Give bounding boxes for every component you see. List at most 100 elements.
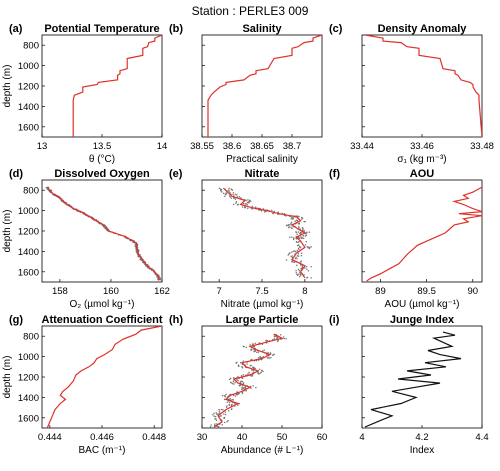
- scatter-point: [250, 375, 252, 377]
- profile-line: [46, 186, 160, 281]
- scatter-point: [246, 201, 249, 204]
- scatter-point: [229, 397, 231, 400]
- scatter-point: [285, 259, 288, 261]
- scatter-point: [273, 353, 275, 355]
- scatter-point: [300, 267, 302, 270]
- y-tick-label: 1400: [18, 247, 39, 258]
- scatter-point: [299, 246, 302, 249]
- scatter-point: [271, 209, 273, 212]
- scatter-point: [157, 278, 159, 280]
- scatter-point: [253, 366, 255, 369]
- scatter-point: [243, 206, 246, 209]
- scatter-point: [228, 378, 231, 380]
- scatter-point: [310, 265, 312, 268]
- y-tick-label: 1000: [18, 206, 39, 217]
- x-tick-label: 38.55: [190, 141, 214, 152]
- scatter-point: [248, 199, 251, 201]
- scatter-point: [231, 398, 234, 401]
- scatter-point: [260, 210, 263, 212]
- scatter-point: [297, 253, 300, 255]
- y-tick-label: 1000: [18, 61, 39, 72]
- axes-frame: [41, 179, 163, 283]
- scatter-point: [234, 395, 237, 397]
- scatter-point: [234, 193, 237, 196]
- scatter-point: [297, 255, 300, 257]
- scatter-point: [230, 197, 233, 199]
- scatter-point: [229, 381, 232, 384]
- x-axis-label: Abundance (# L⁻¹): [221, 445, 304, 456]
- scatter-point: [294, 250, 296, 252]
- x-tick-label: 0.448: [142, 432, 166, 443]
- x-tick-label: 33.48: [470, 141, 494, 152]
- scatter-point: [296, 249, 299, 252]
- scatter-point: [250, 364, 252, 367]
- x-tick-label: 40: [237, 432, 248, 443]
- y-tick-label: 800: [23, 332, 39, 343]
- scatter-point: [223, 421, 226, 424]
- scatter-point: [235, 202, 237, 204]
- scatter-point: [226, 401, 229, 403]
- x-axis-label: Index: [410, 445, 434, 456]
- scatter-point: [217, 425, 220, 428]
- scatter-point: [218, 408, 220, 411]
- scatter-point: [223, 417, 225, 419]
- scatter-point: [136, 243, 139, 246]
- scatter-point: [290, 221, 293, 223]
- x-axis-label: Practical salinity: [226, 154, 298, 165]
- scatter-point: [247, 207, 249, 210]
- scatter-point: [224, 413, 227, 416]
- scatter-point: [297, 222, 300, 225]
- scatter-point: [298, 226, 300, 228]
- scatter-point: [239, 385, 241, 387]
- scatter-point: [304, 267, 306, 269]
- scatter-point: [235, 201, 238, 203]
- scatter-point: [237, 203, 240, 206]
- scatter-point: [291, 218, 294, 220]
- scatter-point: [244, 202, 247, 205]
- x-tick-label: 50: [277, 432, 288, 443]
- scatter-point: [287, 254, 289, 256]
- scatter-point: [263, 211, 266, 213]
- scatter-point: [231, 408, 233, 410]
- scatter-point: [234, 198, 237, 200]
- scatter-point: [299, 264, 302, 266]
- scatter-point: [256, 372, 259, 374]
- scatter-point: [306, 268, 308, 270]
- scatter-point: [306, 277, 308, 279]
- scatter-point: [252, 385, 254, 387]
- panel-title: Junge Index: [390, 314, 455, 326]
- scatter-point: [253, 345, 256, 348]
- scatter-point: [306, 246, 309, 248]
- scatter-point: [299, 273, 302, 275]
- scatter-point: [241, 385, 244, 387]
- scatter-point: [241, 206, 244, 208]
- scatter-point: [213, 415, 215, 417]
- y-tick-label: 1200: [18, 373, 39, 384]
- x-tick-label: 158: [52, 286, 68, 297]
- scatter-point: [213, 412, 215, 415]
- panel-letter: (f): [329, 168, 340, 180]
- panel-letter: (g): [9, 314, 23, 326]
- scatter-point: [296, 273, 298, 276]
- x-axis-label: BAC (m⁻¹): [79, 445, 126, 456]
- scatter-point: [236, 194, 238, 196]
- scatter-point: [300, 232, 302, 235]
- y-tick-label: 1200: [18, 227, 39, 238]
- scatter-point: [295, 251, 297, 253]
- scatter-point: [277, 211, 279, 213]
- scatter-point: [296, 257, 298, 260]
- x-tick-label: 89: [375, 286, 386, 297]
- x-axis-label: σ₁ (kg m⁻³): [397, 154, 446, 165]
- scatter-point: [260, 371, 262, 374]
- scatter-point: [293, 261, 296, 263]
- scatter-point: [232, 380, 235, 383]
- scatter-point: [251, 375, 253, 377]
- scatter-point: [237, 393, 239, 395]
- scatter-point: [251, 205, 254, 208]
- scatter-point: [257, 351, 260, 353]
- scatter-point: [221, 191, 223, 193]
- scatter-point: [291, 255, 294, 257]
- axes-frame: [41, 34, 163, 138]
- scatter-point: [266, 357, 269, 359]
- scatter-point: [262, 370, 264, 373]
